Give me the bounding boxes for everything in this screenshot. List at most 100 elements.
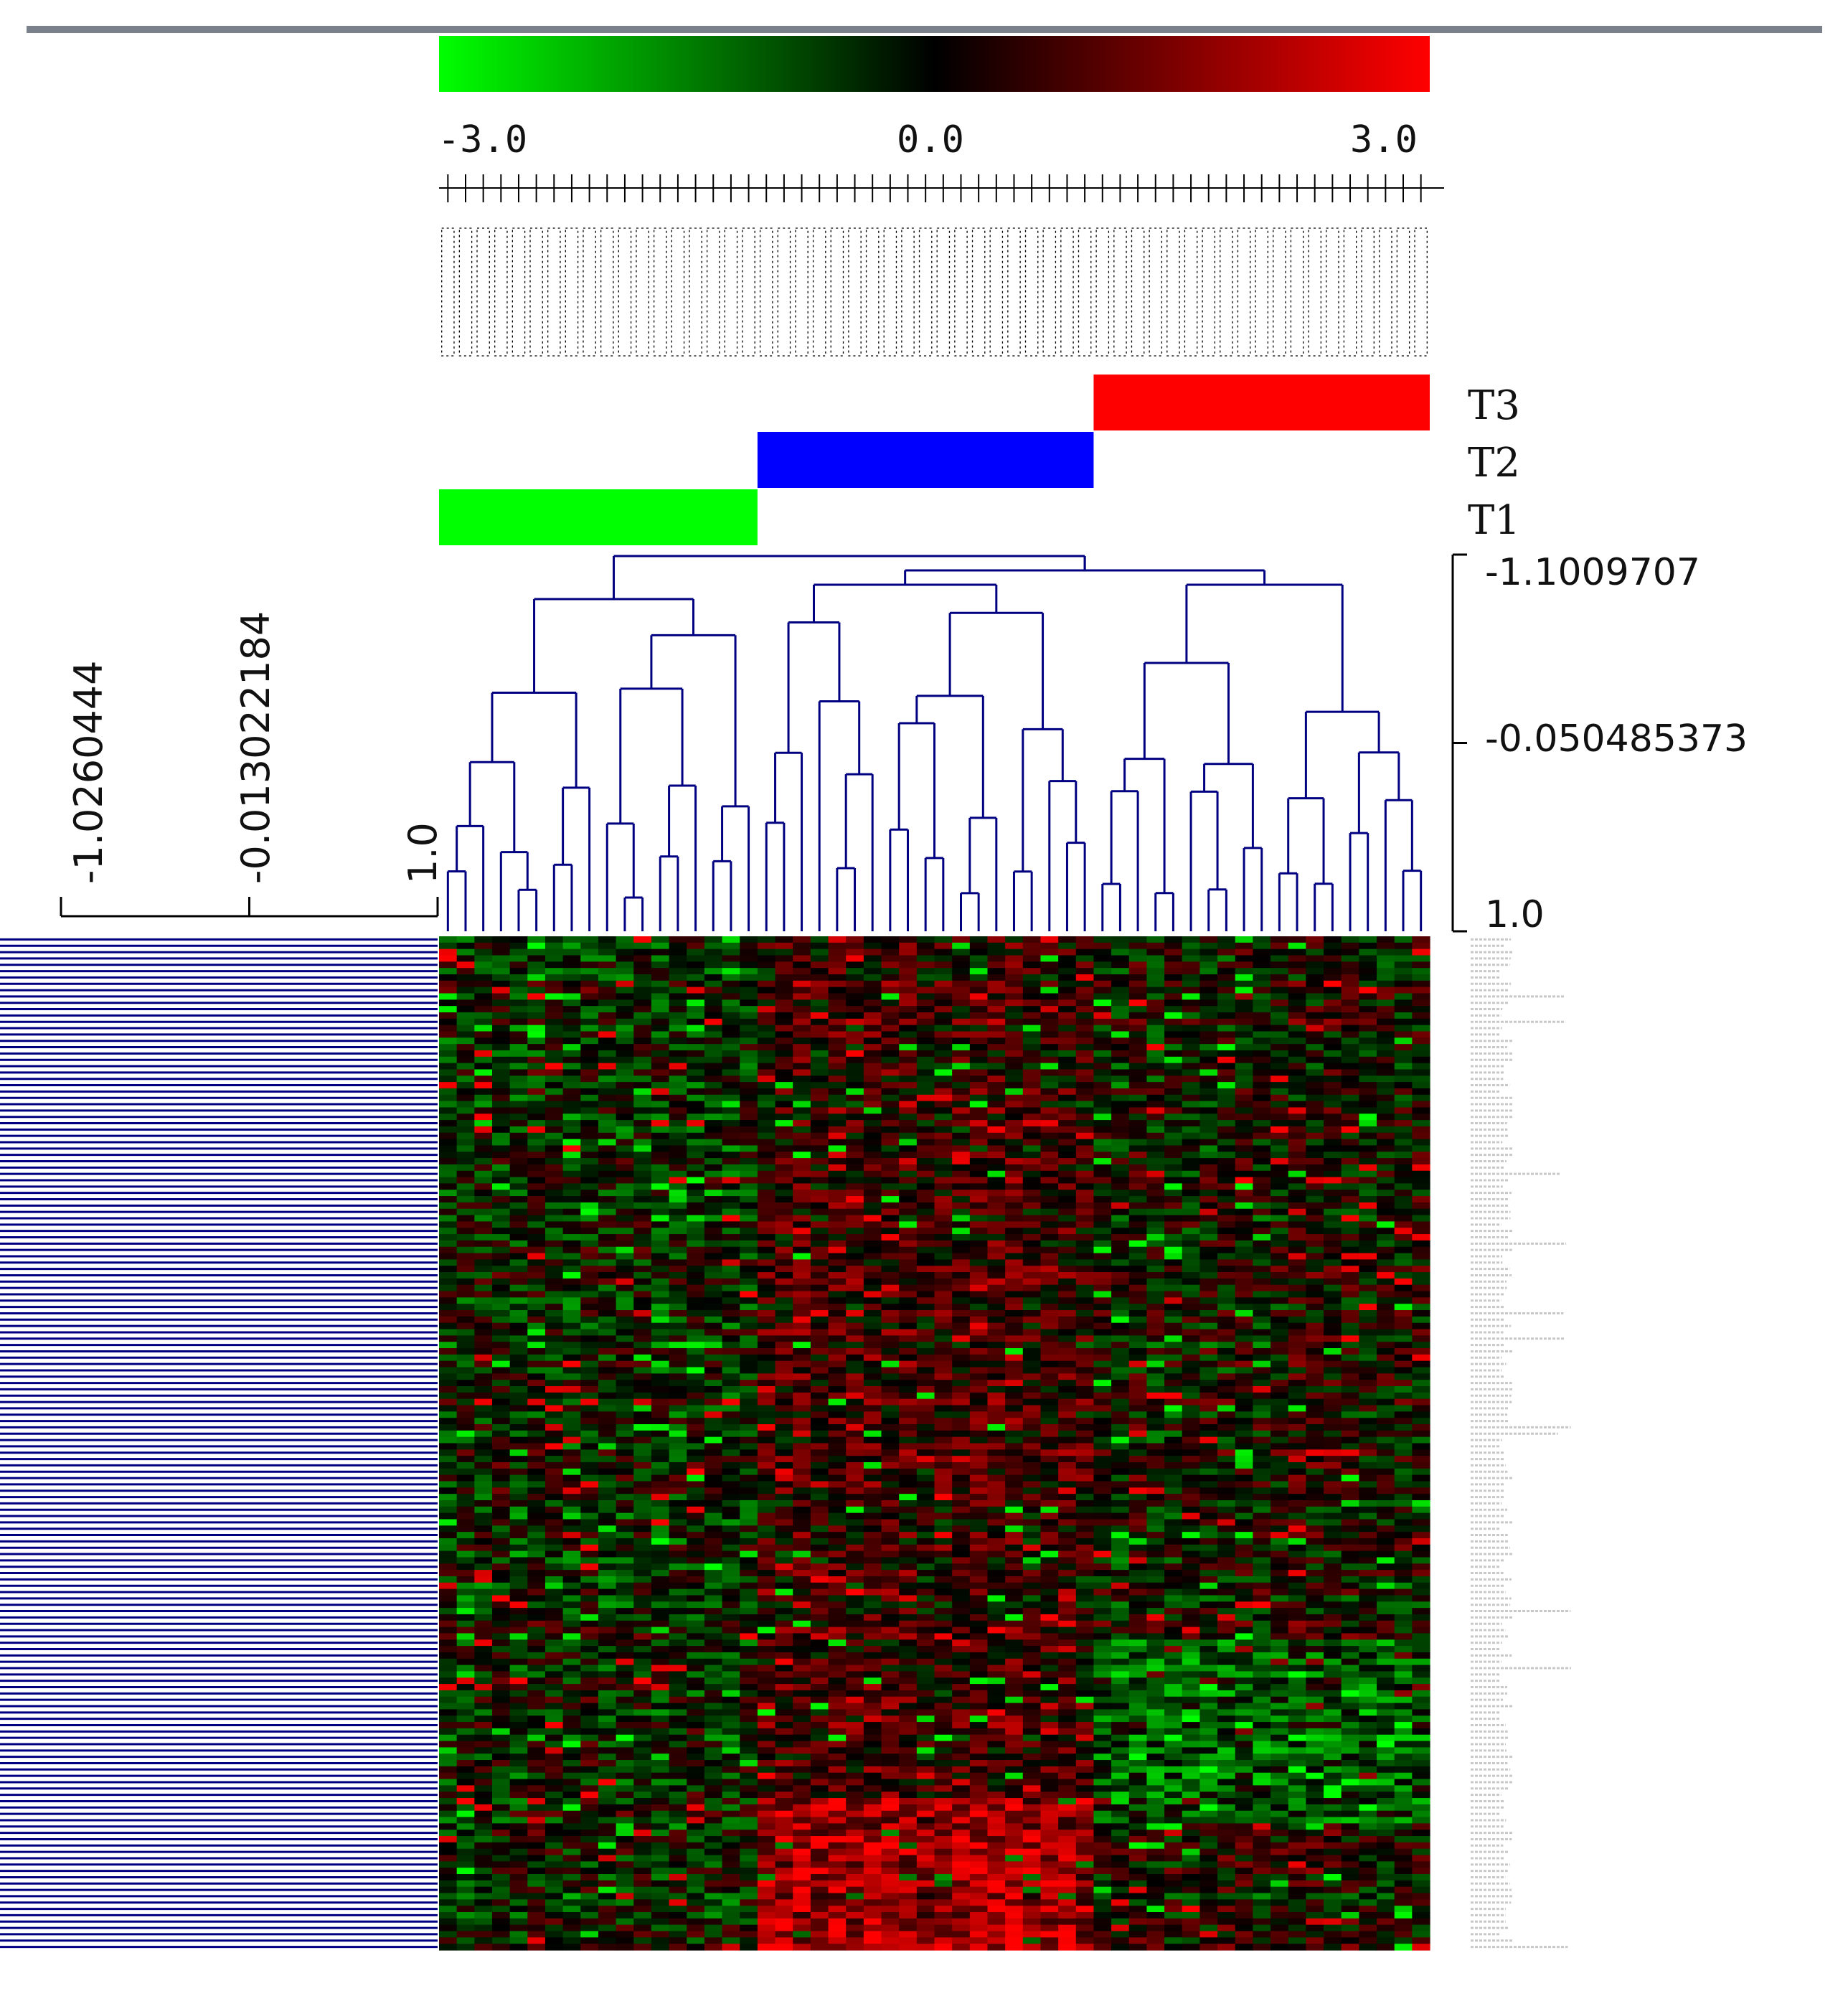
heatmap-cell	[810, 1246, 829, 1254]
heatmap-cell	[544, 1018, 564, 1026]
heatmap-cell	[1359, 1075, 1377, 1083]
heatmap-cell	[740, 974, 758, 981]
heatmap-cell	[491, 1253, 511, 1260]
heatmap-cell	[1324, 1082, 1342, 1089]
heatmap-cell	[527, 1202, 546, 1210]
column-label-glyphs	[1202, 227, 1216, 357]
heatmap-cell	[1005, 1114, 1024, 1121]
heatmap-cell	[509, 1272, 528, 1279]
heatmap-cell	[863, 1228, 882, 1235]
heatmap-cell	[509, 1240, 528, 1248]
heatmap-cell	[669, 955, 687, 962]
heatmap-cell	[846, 948, 864, 956]
heatmap-cell	[757, 942, 776, 950]
heatmap-cell	[527, 968, 546, 975]
heatmap-cell	[562, 1139, 581, 1147]
heatmap-cell	[474, 1126, 493, 1134]
heatmap-cell	[491, 1075, 511, 1083]
heatmap-cell	[828, 1012, 847, 1020]
heatmap-cell	[757, 1120, 776, 1127]
heatmap-cell	[439, 1050, 458, 1058]
heatmap-cell	[952, 1221, 971, 1228]
heatmap-cell	[810, 1221, 829, 1228]
heatmap-cell	[740, 1126, 758, 1134]
heatmap-cell	[1359, 948, 1377, 956]
heatmap-cell	[1022, 1360, 1042, 1368]
heatmap-cell	[633, 1360, 652, 1368]
heatmap-cell	[544, 1139, 564, 1147]
heatmap-cell	[1111, 1063, 1130, 1070]
heatmap-cell	[1040, 1088, 1059, 1096]
heatmap-cell	[1394, 1088, 1413, 1096]
heatmap-cell	[704, 1145, 723, 1152]
heatmap-cell	[793, 1170, 811, 1178]
heatmap-cell	[1005, 1088, 1024, 1096]
heatmap-cell	[1005, 936, 1024, 943]
heatmap-cell	[987, 1082, 1006, 1089]
heatmap-cell	[846, 1380, 864, 1387]
heatmap-cell	[722, 1037, 740, 1045]
heatmap-cell	[1199, 980, 1218, 988]
heatmap-cell	[544, 1234, 564, 1241]
heatmap-cell	[969, 1360, 989, 1368]
heatmap-cell	[810, 1094, 829, 1102]
heatmap-cell	[1075, 1139, 1095, 1147]
heatmap-cell	[952, 1094, 971, 1102]
heatmap-cell	[456, 1322, 475, 1330]
heatmap-cell	[846, 1405, 864, 1412]
column-label-glyphs	[954, 227, 968, 357]
heatmap-cell	[1288, 1202, 1306, 1210]
heatmap-cell	[775, 1405, 793, 1412]
heatmap-cell	[810, 1170, 829, 1178]
heatmap-cell	[969, 1405, 989, 1412]
heatmap-cell	[491, 1240, 511, 1248]
heatmap-cell	[969, 1348, 989, 1355]
heatmap-cell	[1005, 999, 1024, 1007]
heatmap-cell	[987, 1259, 1006, 1266]
heatmap-cell	[775, 1082, 793, 1089]
heatmap-cell	[1022, 1208, 1042, 1216]
heatmap-cell	[633, 1354, 652, 1362]
heatmap-cell	[1324, 1272, 1342, 1279]
heatmap-cell	[527, 961, 546, 969]
heatmap-cell	[1005, 1304, 1024, 1311]
heatmap-cell	[1288, 1018, 1306, 1026]
heatmap-cell	[1164, 1335, 1183, 1342]
heatmap-cell	[899, 1322, 918, 1330]
heatmap-cell	[562, 1373, 581, 1380]
heatmap-cell	[1075, 942, 1095, 950]
heatmap-cell	[562, 1291, 581, 1298]
heatmap-cell	[474, 1322, 493, 1330]
heatmap-cell	[509, 1221, 528, 1228]
heatmap-cell	[1270, 968, 1289, 975]
heatmap-cell	[527, 1063, 546, 1070]
heatmap-cell	[1199, 1183, 1218, 1190]
heatmap-cell	[1253, 942, 1271, 950]
heatmap-cell	[1306, 942, 1324, 950]
heatmap-cell	[1022, 1398, 1042, 1406]
heatmap-cell	[1377, 1329, 1395, 1336]
heatmap-cell	[456, 1132, 475, 1140]
heatmap-cell	[952, 1037, 971, 1045]
column-label-glyphs	[724, 227, 738, 357]
heatmap-cell	[1093, 1392, 1112, 1400]
heatmap-cell	[810, 1177, 829, 1185]
heatmap-cell	[952, 1297, 971, 1304]
heatmap-cell	[1182, 1291, 1201, 1298]
heatmap-cell	[1146, 1234, 1165, 1241]
heatmap-cell	[1075, 993, 1095, 1000]
heatmap-cell	[1394, 1398, 1413, 1406]
heatmap-cell	[1040, 1031, 1059, 1038]
heatmap-cell	[1341, 1278, 1359, 1286]
heatmap-cell	[704, 1012, 723, 1020]
heatmap-cell	[916, 1259, 935, 1266]
heatmap-cell	[740, 1316, 758, 1324]
heatmap-cell	[1040, 1006, 1059, 1013]
heatmap-cell	[987, 1050, 1006, 1058]
heatmap-cell	[439, 987, 458, 994]
heatmap-cell	[580, 1208, 599, 1216]
heatmap-cell	[881, 987, 900, 994]
heatmap-cell	[1394, 1335, 1413, 1342]
heatmap-cell	[1253, 1025, 1271, 1032]
heatmap-cell	[669, 1348, 687, 1355]
